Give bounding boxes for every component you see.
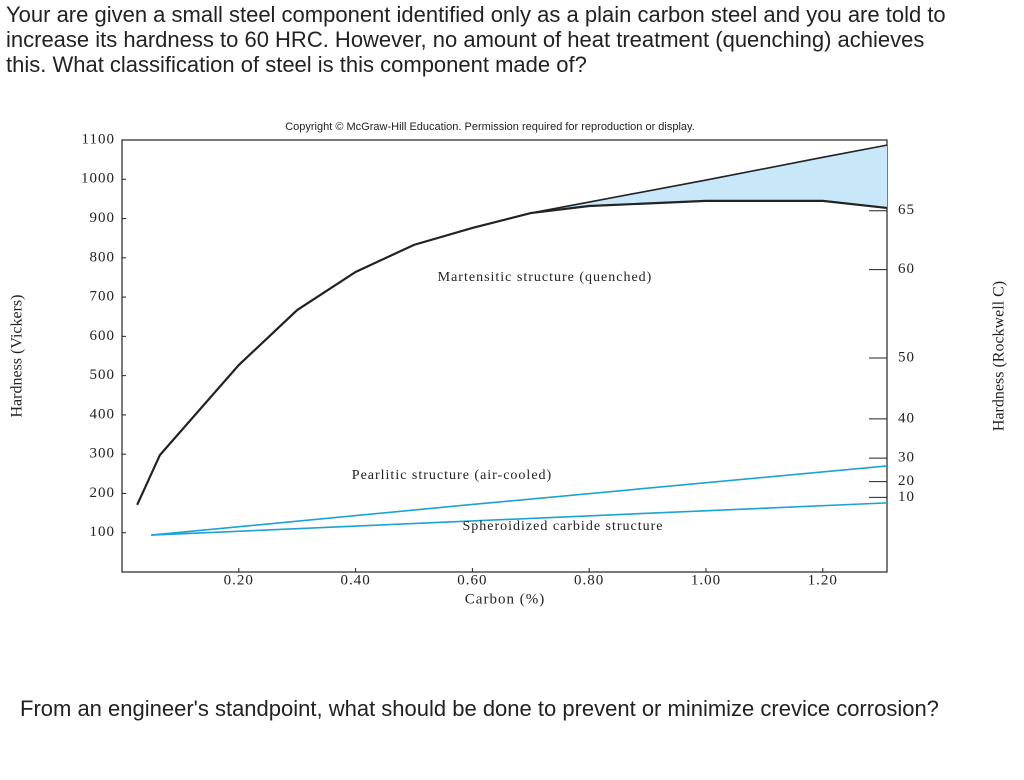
- y-tick-label: 1000: [81, 171, 115, 187]
- question: From an engineer's standpoint, what shou…: [20, 696, 939, 721]
- y2-tick-label: 60: [898, 261, 915, 277]
- question: Your are given a small steel component i…: [6, 2, 946, 77]
- y2-tick-label: 30: [898, 450, 915, 466]
- x-tick-label: 0.20: [224, 572, 254, 588]
- y2-tick-label: 50: [898, 349, 915, 365]
- copyright: Copyright © McGraw-Hill Education. Permi…: [285, 121, 695, 133]
- series-line: [136, 199, 888, 506]
- series-label: Martensitic structure (quenched): [438, 270, 653, 285]
- series-label: Spheroidized carbide structure: [462, 519, 663, 534]
- x-tick-label: 0.60: [457, 572, 487, 588]
- x-tick-label: 1.00: [691, 572, 721, 588]
- x-axis-label: Carbon (%): [465, 591, 545, 607]
- y2-tick-label: 65: [898, 202, 915, 218]
- y-tick-label: 700: [90, 289, 116, 305]
- hardness-range-fill: [530, 145, 887, 214]
- series-label: Pearlitic structure (air-cooled): [352, 468, 552, 483]
- y2-axis-label: Hardness (Rockwell C): [991, 281, 1008, 431]
- y-tick-label: 600: [90, 328, 116, 344]
- x-tick-label: 0.40: [340, 572, 370, 588]
- y-tick-label: 200: [90, 485, 116, 501]
- series-line: [151, 502, 888, 536]
- series-line: [151, 465, 888, 536]
- y2-tick-label: 20: [898, 473, 915, 489]
- y-tick-label: 800: [90, 249, 116, 265]
- y-tick-label: 1100: [82, 131, 115, 147]
- y2-tick-label: 10: [898, 489, 915, 505]
- y-tick-label: 500: [90, 367, 116, 383]
- chart: Copyright © McGraw-Hill Education. Permi…: [9, 121, 1008, 608]
- y-tick-label: 100: [90, 524, 116, 540]
- x-tick-label: 0.80: [574, 572, 604, 588]
- y2-tick-label: 40: [898, 410, 915, 426]
- x-tick-label: 1.20: [808, 572, 838, 588]
- series-line: [530, 144, 888, 214]
- plot-frame: [121, 139, 888, 573]
- y-axis-label: Hardness (Vickers): [9, 295, 26, 418]
- y-tick-label: 300: [90, 446, 116, 462]
- y-tick-label: 400: [90, 406, 116, 422]
- y-tick-label: 900: [90, 210, 116, 226]
